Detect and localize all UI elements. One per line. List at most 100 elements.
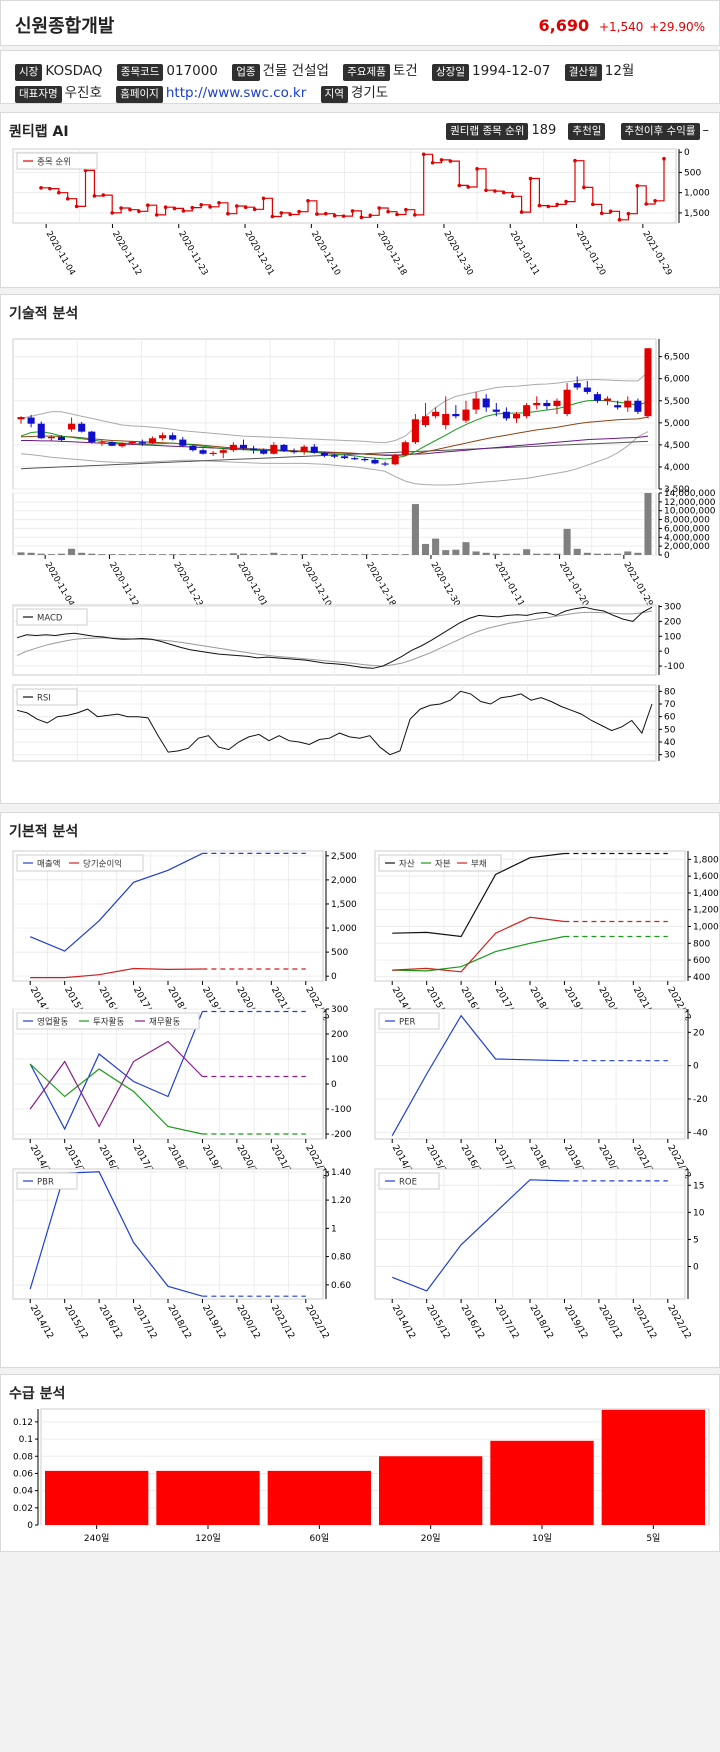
- rank-point: [377, 206, 382, 210]
- supply-x-tick-label: 5일: [646, 1533, 660, 1544]
- fin2-series-line: [392, 852, 565, 938]
- volume-bar: [320, 554, 328, 555]
- fin2-legend: [378, 854, 502, 872]
- fin6-legend: [378, 1172, 440, 1190]
- rank-y-tick-label: 0: [684, 148, 690, 158]
- supply-y-tick-label: 0.04: [13, 1487, 33, 1497]
- fin5-y-tick-label: 0.80: [331, 1253, 351, 1263]
- fin5-x-tick-label: 2020/12: [234, 1304, 261, 1341]
- fin6-y-tick-label: 5: [693, 1235, 699, 1245]
- candle-body: [523, 405, 531, 417]
- rank-y-tick-label: 1,000: [684, 189, 710, 199]
- region-tag: 지역: [320, 86, 348, 103]
- fin3-y-tick-label: 100: [331, 1055, 348, 1065]
- volume-bar: [118, 554, 126, 555]
- candle-body: [159, 435, 167, 439]
- rsi-y-tick-label: 60: [664, 713, 676, 723]
- rank-point: [439, 158, 444, 162]
- volume-bar: [634, 552, 642, 555]
- fin3-y-tick-label: 300: [331, 1005, 348, 1015]
- fin1-plot-area: [12, 850, 324, 982]
- rank-point: [644, 202, 648, 206]
- volume-bar: [502, 553, 510, 555]
- rec-return-tag: 추천이후 수익률: [620, 123, 700, 140]
- volume-bar: [199, 554, 207, 555]
- supply-y-tick-label: 0.1: [19, 1435, 33, 1445]
- macd-y-tick-label: -100: [664, 662, 685, 672]
- rank-point: [617, 217, 622, 222]
- fin1-legend-label: 당기순이익: [83, 859, 122, 870]
- supply-y-tick-label: 0.02: [13, 1504, 33, 1514]
- fin5-x-tick-label: 2017/12: [131, 1304, 158, 1341]
- fin3-series-line: [29, 1040, 203, 1128]
- candle-body: [361, 459, 369, 461]
- rank-x-tick-label: 2021-01-11: [508, 230, 541, 278]
- fin5-y-tick-label: 0.60: [331, 1281, 351, 1291]
- rank-point: [57, 190, 61, 195]
- supply-bar: [156, 1470, 260, 1525]
- fin4-y-tick-label: 0: [693, 1062, 699, 1072]
- macd-line: [16, 606, 653, 669]
- fin3-legend: [16, 1012, 200, 1030]
- fundamental-title: 기본적 분석: [9, 824, 79, 840]
- volume-bar: [341, 554, 349, 555]
- volume-bar: [492, 553, 500, 555]
- price-y-tick-label: 3,500: [664, 485, 690, 495]
- rank-x-tick-label: 2021-01-29: [640, 230, 673, 278]
- candle-body: [229, 444, 237, 451]
- candle-body: [179, 439, 187, 446]
- supply-bar: [490, 1440, 594, 1525]
- candle-body: [401, 442, 409, 455]
- rank-value: 189: [531, 123, 557, 138]
- rank-point: [359, 215, 364, 220]
- fin3-series-line: [29, 1011, 203, 1131]
- candle-body: [320, 452, 328, 456]
- price-y-tick-label: 6,500: [664, 353, 690, 363]
- product-value: 토건: [392, 63, 418, 79]
- rank-point: [83, 168, 88, 173]
- volume-bar: [533, 553, 541, 555]
- rank-point: [591, 202, 595, 207]
- price-box: 6,690 +1,540 +29.90%: [539, 16, 706, 35]
- rsi-y-tick-label: 40: [664, 738, 676, 748]
- volume-y-tick-label: 4,000,000: [664, 533, 710, 543]
- rank-point: [493, 189, 497, 193]
- rank-point: [163, 205, 168, 210]
- rank-point: [582, 185, 586, 190]
- volume-bar: [523, 549, 531, 555]
- rank-point: [146, 203, 150, 208]
- rank-point: [190, 205, 195, 210]
- fin6-series-line: [391, 1179, 565, 1292]
- rank-point: [101, 193, 106, 197]
- volume-bar: [209, 554, 217, 555]
- candle-body: [421, 416, 430, 426]
- fin1-y-tick-label: 2,500: [331, 852, 357, 862]
- macd-y-tick-label: 200: [664, 617, 681, 627]
- candle-body: [88, 431, 96, 443]
- homepage-link[interactable]: http://www.swc.co.kr: [165, 85, 307, 101]
- fundamental-card: 기본적 분석 0 500 1,000 1,500 2,000 2,500 매출액 당기순이익 2…: [0, 812, 720, 1368]
- ceo-value: 우진호: [64, 85, 102, 101]
- fin4-legend-label: PER: [399, 1018, 415, 1028]
- info-line-2: 대표자명 우진호 홈페이지 http://www.swc.co.kr 지역 경기도: [15, 81, 398, 103]
- candle-body: [391, 454, 399, 465]
- candle-body: [512, 414, 521, 419]
- macd-y-tick-label: 0: [664, 647, 670, 657]
- fin5-y-tick-label: 1.20: [331, 1196, 351, 1206]
- volume-bar: [219, 554, 227, 555]
- fin5-x-tick-label: 2015/12: [62, 1304, 89, 1341]
- candle-body: [502, 411, 510, 419]
- fin1-legend: [16, 854, 144, 872]
- fin5-x-tick-label: 2021/12: [269, 1304, 296, 1341]
- volume-bar: [169, 554, 177, 555]
- fin1-y-tick-label: 1,000: [331, 924, 357, 934]
- technical-title: 기술적 분석: [9, 306, 79, 322]
- homepage-tag: 홈페이지: [116, 86, 163, 103]
- volume-bar: [37, 553, 45, 555]
- rank-point: [137, 209, 141, 214]
- rank-point: [128, 207, 132, 212]
- rank-point: [341, 214, 346, 218]
- candle-body: [462, 409, 470, 421]
- candle-body: [169, 435, 177, 440]
- candle-body: [118, 443, 126, 447]
